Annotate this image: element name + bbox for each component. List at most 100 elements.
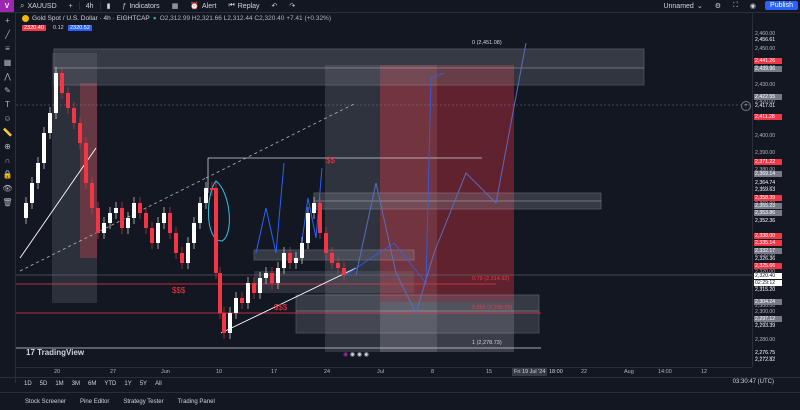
- tab-trading-panel[interactable]: Trading Panel: [177, 398, 215, 405]
- range-button-1d[interactable]: 1D: [24, 381, 32, 387]
- pattern-icon[interactable]: ▦: [3, 57, 12, 67]
- publish-button[interactable]: Publish: [765, 1, 798, 10]
- settings-button[interactable]: ⚙: [709, 0, 727, 12]
- price-tag: 2,335.14: [754, 240, 782, 246]
- undo-button[interactable]: ↶: [266, 0, 284, 12]
- tab-pine-editor[interactable]: Pine Editor: [80, 398, 110, 405]
- range-button-5d[interactable]: 5D: [39, 381, 48, 387]
- emoji-icon[interactable]: ☺: [3, 113, 12, 123]
- projection-path-3[interactable]: [255, 162, 285, 254]
- sell-price-badge[interactable]: 2320.40: [22, 25, 46, 31]
- trendline-dashed[interactable]: [19, 177, 207, 272]
- text-icon[interactable]: T: [5, 99, 10, 109]
- price-tag: 2,369.14: [754, 171, 782, 177]
- fullscreen-button[interactable]: ⛶: [727, 0, 744, 12]
- camera-icon: ◉: [749, 3, 756, 10]
- range-button-ytd[interactable]: YTD: [104, 381, 117, 387]
- supply-box-top[interactable]: [53, 48, 645, 69]
- symbol-search[interactable]: ⌕ XAUUSD: [14, 0, 63, 12]
- add-symbol-button[interactable]: +: [63, 0, 79, 12]
- candle-body: [138, 203, 142, 213]
- bar-style-button[interactable]: ▮: [101, 0, 117, 12]
- range-button-6m[interactable]: 6M: [88, 381, 97, 387]
- user-avatar[interactable]: V: [0, 0, 14, 12]
- candle-body: [60, 73, 64, 93]
- visibility-icon[interactable]: 👁: [2, 183, 13, 193]
- range-bar: 1D 5D 1M 3M 6M YTD 1Y 5Y All: [0, 377, 800, 390]
- flag-icon: ◉: [356, 352, 363, 358]
- tab-stock-screener[interactable]: Stock Screener: [25, 398, 67, 405]
- range-button-5y[interactable]: 5Y: [139, 381, 148, 387]
- templates-button[interactable]: ▦: [166, 0, 185, 12]
- demand-box-lowest[interactable]: [295, 310, 540, 334]
- flag-icon: ◉: [363, 352, 370, 358]
- magnet-icon[interactable]: ∩: [4, 155, 11, 165]
- time-axis[interactable]: 20 27 Jun 10 17 24 Jul 8 15 22 Aug 14:00 12 Fri 19 Ju…: [16, 367, 752, 378]
- range-button-3m[interactable]: 3M: [71, 381, 81, 387]
- demand-box-grey[interactable]: [254, 271, 414, 293]
- fullscreen-icon: ⛶: [732, 2, 738, 9]
- candle-body: [132, 203, 136, 218]
- fib-0-label: 0 (2,451.08): [472, 40, 502, 46]
- brush-icon[interactable]: ✎: [4, 85, 11, 95]
- circle-marker[interactable]: [208, 180, 230, 242]
- crosshair-time-label: Fri 19 Jul '24: [512, 368, 548, 376]
- snapshot-button[interactable]: ◉: [744, 0, 762, 12]
- price-tag: 2,315.20: [754, 287, 782, 293]
- layout-menu[interactable]: Unnamed ⌄: [657, 0, 708, 12]
- candle-body: [96, 208, 100, 233]
- candle-body: [156, 223, 160, 243]
- range-button-1y[interactable]: 1Y: [124, 381, 132, 387]
- economic-events[interactable]: ◉ ◉ ◉ ◉: [343, 351, 369, 358]
- redo-button[interactable]: ↷: [283, 0, 301, 12]
- supply-box-second[interactable]: [53, 67, 645, 86]
- price-chart[interactable]: [16, 13, 752, 367]
- time-tick: Jul: [377, 369, 385, 375]
- price-axis[interactable]: 2,460.002,450.002,440.002,430.002,420.00…: [741, 13, 800, 367]
- replay-button[interactable]: ⏮ Replay: [222, 0, 265, 12]
- candle-body: [108, 213, 112, 223]
- range-button-1m[interactable]: 1M: [55, 381, 64, 387]
- fib-icon[interactable]: ≡: [5, 43, 10, 53]
- trash-icon[interactable]: 🗑: [2, 197, 13, 207]
- trendline-icon[interactable]: ╱: [5, 29, 10, 39]
- zoom-in-icon[interactable]: ⊕: [4, 141, 11, 151]
- crosshair-icon[interactable]: +: [5, 15, 10, 25]
- tradingview-logo[interactable]: 17 TradingView: [26, 348, 84, 357]
- candle-body: [72, 108, 76, 123]
- lock-icon[interactable]: 🔒: [2, 169, 13, 179]
- replay-icon: ⏮: [228, 2, 235, 9]
- candle-body: [120, 208, 124, 228]
- projection-path-2[interactable]: [355, 42, 527, 315]
- trendline-dashed-ext[interactable]: [205, 102, 357, 179]
- indicators-icon: ƒ: [122, 2, 127, 10]
- price-tag: 2,272.82: [754, 357, 782, 363]
- projection-path-1[interactable]: [345, 72, 445, 285]
- symbol-title[interactable]: Gold Spot / U.S. Dollar · 4h · EIGHTCAP: [32, 15, 150, 22]
- prediction-icon[interactable]: ⋀: [4, 71, 11, 81]
- divider: [78, 2, 80, 10]
- trendline-white-bottom[interactable]: [220, 267, 357, 334]
- demand-box-low[interactable]: [295, 294, 540, 312]
- price-tick: 2,320.00: [755, 269, 776, 275]
- range-button-all[interactable]: All: [155, 381, 162, 387]
- interval-button[interactable]: 4h: [80, 0, 100, 12]
- utc-clock[interactable]: 03:30:47 (UTC): [732, 379, 774, 385]
- price-tag: 2,325.66: [754, 263, 782, 269]
- indicators-button[interactable]: ƒ Indicators: [116, 0, 165, 12]
- trendline-white-left[interactable]: [19, 147, 97, 259]
- alert-button[interactable]: ⏰ Alert: [184, 0, 222, 12]
- zone-red-right: [380, 65, 514, 302]
- ruler-icon[interactable]: 📏: [2, 127, 13, 137]
- time-tick: 24: [324, 369, 331, 375]
- price-tag: 2,338.00: [754, 233, 782, 239]
- price-tag: 2,326.36: [754, 256, 782, 262]
- supply-box-mid2[interactable]: [313, 200, 602, 210]
- zone-grey-lower: [380, 302, 514, 352]
- candle-body: [186, 243, 190, 263]
- fib-1-label: 1 (2,278.73): [472, 340, 502, 346]
- add-plus-icon[interactable]: +: [741, 101, 751, 111]
- search-icon: ⌕: [20, 1, 25, 10]
- buy-price-badge[interactable]: 2320.52: [68, 25, 92, 31]
- tab-strategy-tester[interactable]: Strategy Tester: [123, 398, 164, 405]
